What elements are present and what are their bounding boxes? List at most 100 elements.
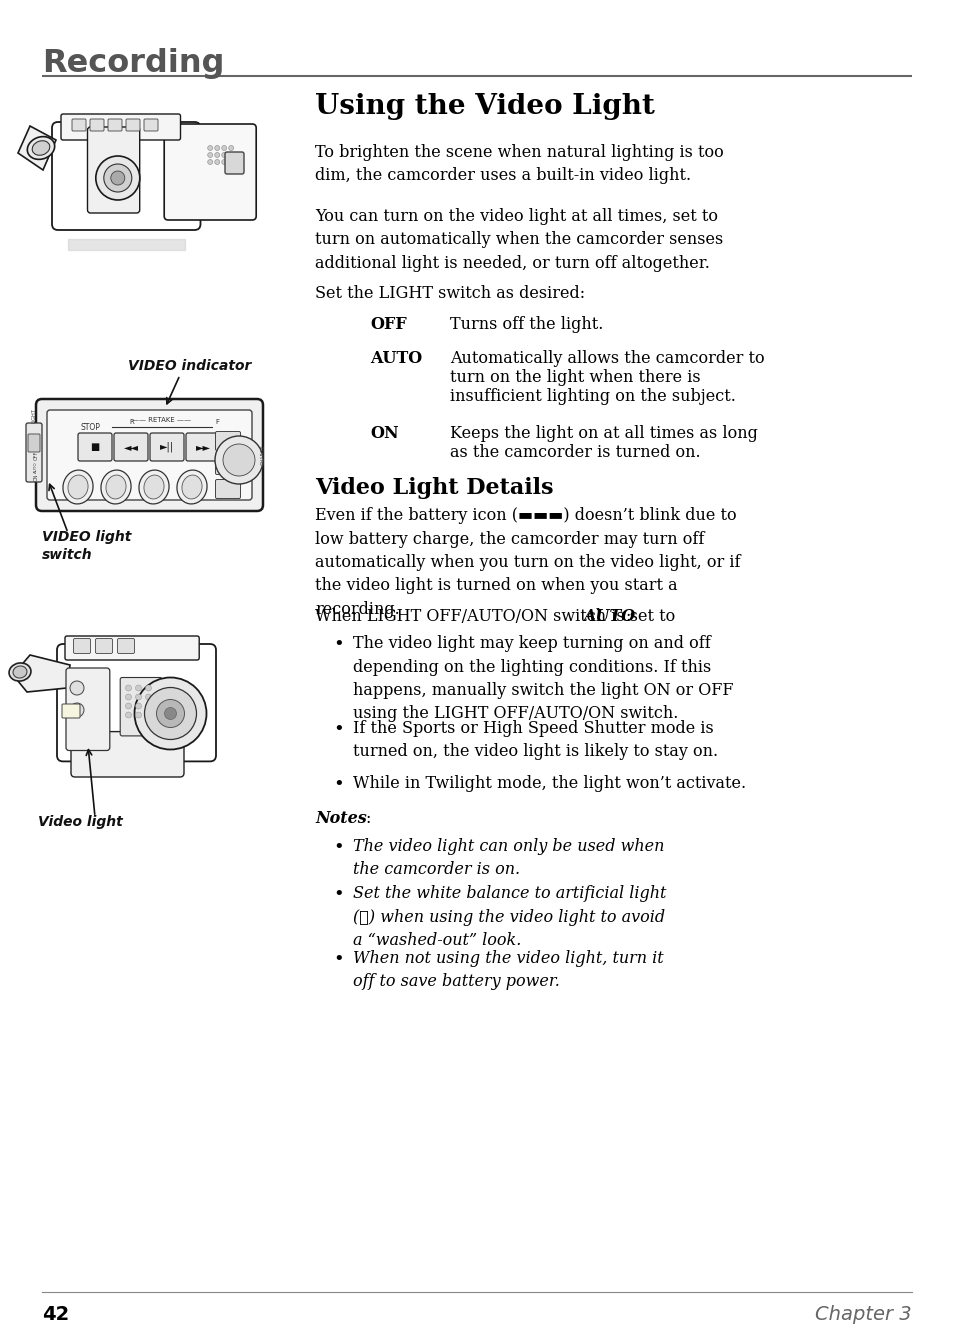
Text: While in Twilight mode, the light won’t activate.: While in Twilight mode, the light won’t … — [353, 775, 745, 792]
Circle shape — [221, 146, 227, 150]
Text: STOP: STOP — [80, 422, 100, 431]
Text: ■: ■ — [91, 442, 99, 452]
Text: CHARGE: CHARGE — [260, 445, 265, 465]
FancyBboxPatch shape — [28, 434, 40, 452]
Text: Set the LIGHT switch as desired:: Set the LIGHT switch as desired: — [314, 285, 584, 302]
Text: •: • — [333, 635, 343, 653]
Text: :: : — [624, 608, 630, 624]
Text: When not using the video light, turn it
off to save battery power.: When not using the video light, turn it … — [353, 950, 663, 990]
Circle shape — [95, 155, 140, 200]
FancyBboxPatch shape — [186, 433, 220, 461]
Circle shape — [221, 153, 227, 158]
FancyBboxPatch shape — [126, 119, 140, 131]
FancyBboxPatch shape — [36, 399, 263, 511]
Text: AUTO: AUTO — [34, 461, 38, 473]
FancyBboxPatch shape — [215, 480, 240, 498]
Text: VIDEO indicator: VIDEO indicator — [128, 359, 252, 373]
Text: insufficient lighting on the subject.: insufficient lighting on the subject. — [450, 389, 735, 405]
FancyBboxPatch shape — [120, 678, 162, 736]
Text: 42: 42 — [42, 1305, 70, 1324]
Text: Turns off the light.: Turns off the light. — [450, 316, 602, 334]
Ellipse shape — [63, 470, 93, 504]
FancyBboxPatch shape — [66, 669, 110, 750]
Text: LIGHT: LIGHT — [31, 409, 36, 423]
FancyBboxPatch shape — [215, 456, 240, 474]
Text: as the camcorder is turned on.: as the camcorder is turned on. — [450, 444, 700, 461]
Ellipse shape — [106, 476, 126, 498]
Text: The video light can only be used when
the camcorder is on.: The video light can only be used when th… — [353, 838, 663, 879]
Text: •: • — [333, 720, 343, 738]
Text: When LIGHT OFF/AUTO/ON switch is set to: When LIGHT OFF/AUTO/ON switch is set to — [314, 608, 679, 624]
Ellipse shape — [32, 141, 50, 155]
Text: Even if the battery icon (▬▬▬) doesn’t blink due to
low battery charge, the camc: Even if the battery icon (▬▬▬) doesn’t b… — [314, 507, 740, 618]
Text: If the Sports or High Speed Shutter mode is
turned on, the video light is likely: If the Sports or High Speed Shutter mode… — [353, 720, 718, 761]
Circle shape — [214, 146, 219, 150]
Circle shape — [229, 146, 233, 150]
Text: ON: ON — [33, 473, 38, 481]
Ellipse shape — [68, 476, 88, 498]
Circle shape — [111, 172, 125, 185]
Text: :: : — [365, 809, 370, 827]
FancyBboxPatch shape — [144, 119, 158, 131]
Ellipse shape — [139, 470, 169, 504]
Text: ◄◄: ◄◄ — [123, 442, 138, 452]
Circle shape — [164, 708, 176, 720]
Text: •: • — [333, 884, 343, 903]
Text: To brighten the scene when natural lighting is too
dim, the camcorder uses a bui: To brighten the scene when natural light… — [314, 143, 723, 185]
Text: Set the white balance to artificial light
(★) when using the video light to avoi: Set the white balance to artificial ligh… — [353, 884, 666, 949]
Circle shape — [146, 685, 152, 691]
FancyBboxPatch shape — [150, 433, 184, 461]
Circle shape — [146, 694, 152, 699]
Circle shape — [104, 163, 132, 192]
Text: AUTO: AUTO — [582, 608, 635, 624]
Circle shape — [223, 444, 254, 476]
Ellipse shape — [176, 470, 207, 504]
FancyBboxPatch shape — [225, 151, 244, 174]
Text: Automatically allows the camcorder to: Automatically allows the camcorder to — [450, 350, 763, 367]
Circle shape — [135, 694, 141, 699]
Text: Keeps the light on at all times as long: Keeps the light on at all times as long — [450, 425, 757, 442]
Text: •: • — [333, 838, 343, 856]
Circle shape — [135, 712, 141, 718]
FancyBboxPatch shape — [90, 119, 104, 131]
Circle shape — [229, 159, 233, 165]
FancyBboxPatch shape — [113, 433, 148, 461]
Circle shape — [146, 712, 152, 718]
Circle shape — [208, 153, 213, 158]
Text: ►►: ►► — [195, 442, 211, 452]
FancyBboxPatch shape — [61, 114, 180, 139]
Text: ►||: ►|| — [160, 442, 173, 453]
FancyBboxPatch shape — [88, 127, 139, 213]
Circle shape — [214, 159, 219, 165]
Circle shape — [229, 153, 233, 158]
FancyBboxPatch shape — [78, 433, 112, 461]
FancyBboxPatch shape — [26, 423, 42, 482]
Polygon shape — [18, 126, 56, 170]
Text: Video light: Video light — [37, 815, 122, 829]
FancyBboxPatch shape — [62, 704, 80, 718]
Circle shape — [214, 153, 219, 158]
FancyBboxPatch shape — [215, 431, 240, 450]
Circle shape — [126, 712, 132, 718]
Circle shape — [221, 159, 227, 165]
FancyBboxPatch shape — [65, 636, 199, 661]
Text: The video light may keep turning on and off
depending on the lighting conditions: The video light may keep turning on and … — [353, 635, 733, 722]
FancyBboxPatch shape — [47, 410, 252, 500]
FancyBboxPatch shape — [108, 119, 122, 131]
Text: F: F — [214, 419, 219, 425]
Circle shape — [70, 704, 84, 717]
Text: R: R — [130, 419, 134, 425]
Text: AUTO: AUTO — [370, 350, 422, 367]
Circle shape — [208, 146, 213, 150]
Ellipse shape — [9, 663, 30, 681]
Text: —— RETAKE ——: —— RETAKE —— — [132, 417, 192, 423]
Ellipse shape — [28, 137, 54, 159]
Text: OFF: OFF — [370, 316, 406, 334]
Text: ON: ON — [370, 425, 398, 442]
Circle shape — [126, 694, 132, 699]
Text: turn on the light when there is: turn on the light when there is — [450, 369, 700, 386]
Text: VIDEO light
switch: VIDEO light switch — [42, 531, 132, 563]
FancyBboxPatch shape — [117, 638, 134, 654]
Text: Using the Video Light: Using the Video Light — [314, 92, 654, 121]
Circle shape — [126, 685, 132, 691]
